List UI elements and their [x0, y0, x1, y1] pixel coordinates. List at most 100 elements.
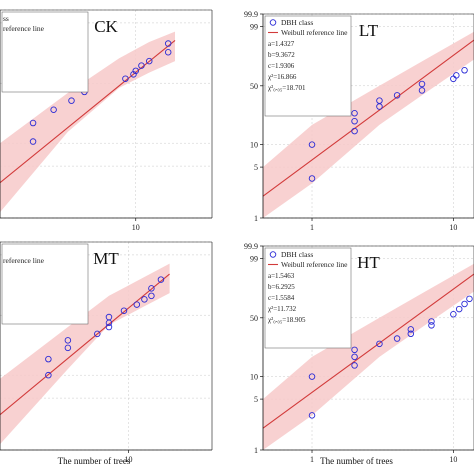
weibull-reference-line — [263, 273, 474, 429]
data-point — [376, 97, 383, 104]
data-point — [351, 346, 358, 354]
stat-line: a=1.4327 — [268, 40, 295, 48]
y-tick-label: 50 — [250, 314, 258, 323]
data-point — [133, 301, 141, 308]
data-point — [122, 75, 129, 82]
legend-line-label: Weibull reference line — [281, 260, 348, 269]
legend-box — [1, 11, 89, 93]
data-point — [428, 322, 435, 329]
data-point — [148, 292, 155, 300]
legend-marker-label: DBH class — [281, 250, 313, 259]
x-tick-label: 10 — [124, 455, 132, 464]
data-point — [29, 138, 37, 145]
data-point — [68, 97, 75, 104]
y-tick-label: 1 — [254, 446, 258, 455]
data-point — [120, 307, 128, 314]
stat-line: χ²₀.₀₅=18.905 — [268, 316, 306, 324]
data-point — [130, 71, 137, 78]
y-tick-label: 99 — [250, 255, 258, 264]
y-tick-label: 5 — [254, 395, 258, 404]
data-point — [453, 72, 460, 79]
weibull-reference-line — [263, 39, 474, 197]
data-point — [132, 67, 139, 75]
data-point — [64, 337, 72, 344]
data-point — [308, 412, 316, 419]
data-point — [407, 330, 415, 338]
x-tick-label: 1 — [310, 223, 314, 232]
panel-ht: 1 5 10 50 99 99.9 1 10 The number of trees HT DBH … — [244, 242, 474, 466]
data-point — [351, 362, 358, 369]
data-point — [145, 57, 153, 65]
data-point — [105, 323, 113, 331]
data-point — [351, 110, 358, 117]
y-tick-label: 99.9 — [244, 242, 258, 251]
legend-box — [264, 247, 352, 349]
panel-title: MT — [93, 249, 119, 268]
data-point — [393, 335, 401, 342]
legend-marker-label: ss — [3, 14, 9, 23]
data-point — [64, 344, 72, 352]
y-tick-label: 99.9 — [244, 10, 258, 19]
y-tick-label: 50 — [250, 82, 258, 91]
data-point — [105, 313, 113, 321]
data-point — [308, 373, 316, 380]
data-point — [50, 106, 57, 114]
data-point — [148, 285, 155, 292]
data-point — [351, 117, 358, 125]
legend-marker — [269, 19, 277, 26]
confidence-band — [263, 263, 474, 450]
data-point — [164, 40, 172, 47]
data-point — [94, 330, 101, 338]
x-tick-label: 10 — [132, 223, 140, 232]
y-tick-label: 5 — [254, 163, 258, 172]
x-tick-label: 10 — [449, 223, 457, 232]
y-tick-label: 1 — [254, 214, 258, 223]
weibull-reference-line — [0, 273, 170, 416]
weibull-reference-line — [0, 39, 176, 184]
data-point — [164, 48, 172, 56]
confidence-band — [263, 31, 474, 218]
data-point — [45, 371, 52, 379]
stat-line: c=1.5584 — [268, 294, 295, 302]
legend-box — [1, 243, 89, 325]
data-point — [45, 355, 52, 363]
data-point — [418, 87, 426, 94]
data-point — [393, 92, 401, 99]
data-point — [455, 305, 463, 313]
y-tick-label: 10 — [250, 141, 258, 150]
panel-title: HT — [357, 253, 380, 272]
data-point — [450, 310, 457, 318]
data-point — [157, 276, 165, 283]
panel-title: LT — [359, 21, 379, 40]
stat-line: c=1.9306 — [268, 62, 295, 70]
data-point — [308, 141, 316, 148]
data-point — [461, 300, 468, 308]
stat-line: b=6.2925 — [268, 283, 295, 291]
x-tick-label: 10 — [449, 455, 457, 464]
stat-line: χ²=11.732 — [268, 305, 297, 313]
legend: reference line — [1, 243, 89, 325]
stat-line: χ²=16.866 — [268, 73, 297, 81]
legend-line-label: reference line — [3, 256, 45, 265]
legend-line-label: Weibull reference line — [281, 28, 348, 37]
data-point — [138, 62, 145, 69]
x-tick-label: 1 — [310, 455, 314, 464]
x-axis-label: The number of trees — [58, 456, 131, 466]
stat-line: a=1.5463 — [268, 272, 295, 280]
legend-line-label: reference line — [3, 24, 45, 33]
data-point — [141, 296, 148, 303]
x-axis-label: The number of trees — [320, 456, 393, 466]
data-point — [351, 353, 358, 361]
data-point — [466, 295, 473, 303]
data-point — [428, 318, 435, 325]
legend-marker-label: DBH class — [281, 18, 313, 27]
stat-line: χ²₀.₀₅=18.701 — [268, 84, 306, 92]
stat-line: b=9.3672 — [268, 51, 295, 59]
